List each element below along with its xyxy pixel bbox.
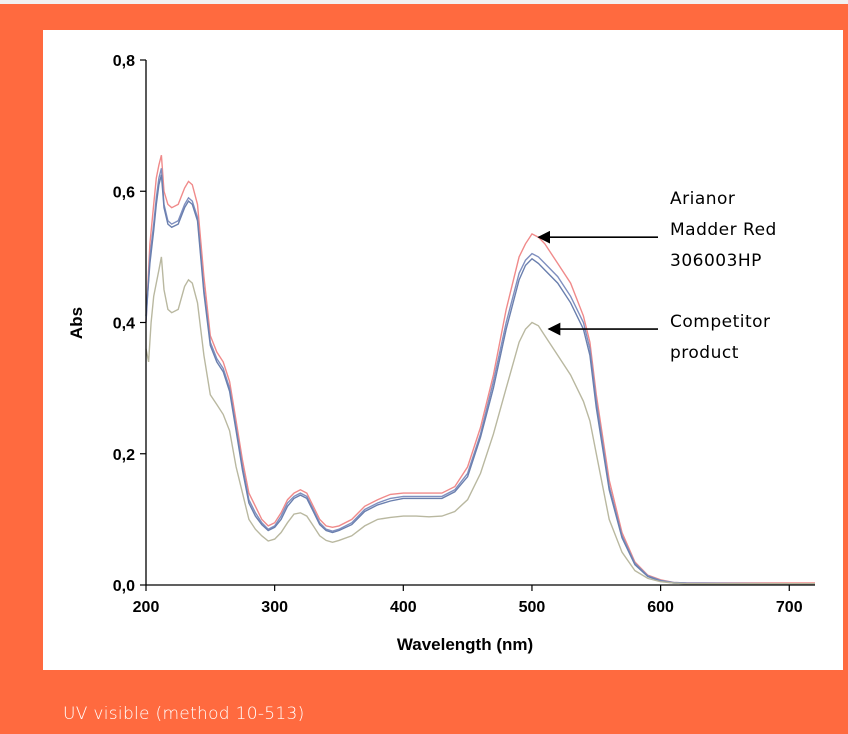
series-line-1 — [145, 155, 815, 584]
series-line-4 — [145, 256, 815, 585]
x-tick-label-400: 400 — [390, 599, 417, 616]
annotation-line: product — [670, 343, 739, 363]
x-axis-title: Wavelength (nm) — [397, 635, 533, 654]
y-tick-label-1: 0,2 — [113, 447, 135, 464]
chart-panel: 200 300 400 500 600 700 0,0 0,2 0,4 0,6 0,8 Ariano… — [43, 30, 843, 670]
annotation-line: Arianor — [670, 189, 735, 209]
x-tick-label-600: 600 — [647, 599, 674, 616]
x-tick-label-300: 300 — [261, 599, 288, 616]
x-tick-label-500: 500 — [519, 599, 546, 616]
annotation-label-1: Arianor Madder Red 306003HP — [670, 189, 777, 271]
annotation-line: Competitor — [670, 312, 771, 332]
orange-frame: 200 300 400 500 600 700 0,0 0,2 0,4 0,6 0,8 Ariano… — [0, 4, 848, 734]
annotation-line: Madder Red — [670, 220, 777, 240]
x-tick-label-700: 700 — [776, 599, 803, 616]
y-tick-label-0: 0,0 — [113, 578, 135, 595]
y-axis-title: Abs — [67, 307, 86, 339]
annotation-label-2: Competitor product — [670, 312, 771, 363]
annotation-line: 306003HP — [670, 251, 762, 271]
y-tick-label-2: 0,4 — [113, 316, 135, 333]
uv-spectrum-chart: 200 300 400 500 600 700 0,0 0,2 0,4 0,6 0,8 Ariano… — [67, 53, 815, 654]
x-tick-label-200: 200 — [133, 599, 160, 616]
y-tick-label-4: 0,8 — [113, 53, 135, 70]
y-tick-label-3: 0,6 — [113, 184, 135, 201]
series-line-3 — [145, 174, 815, 585]
figure-caption: UV visible (method 10-513) — [63, 704, 305, 724]
series-line-2 — [145, 168, 815, 585]
